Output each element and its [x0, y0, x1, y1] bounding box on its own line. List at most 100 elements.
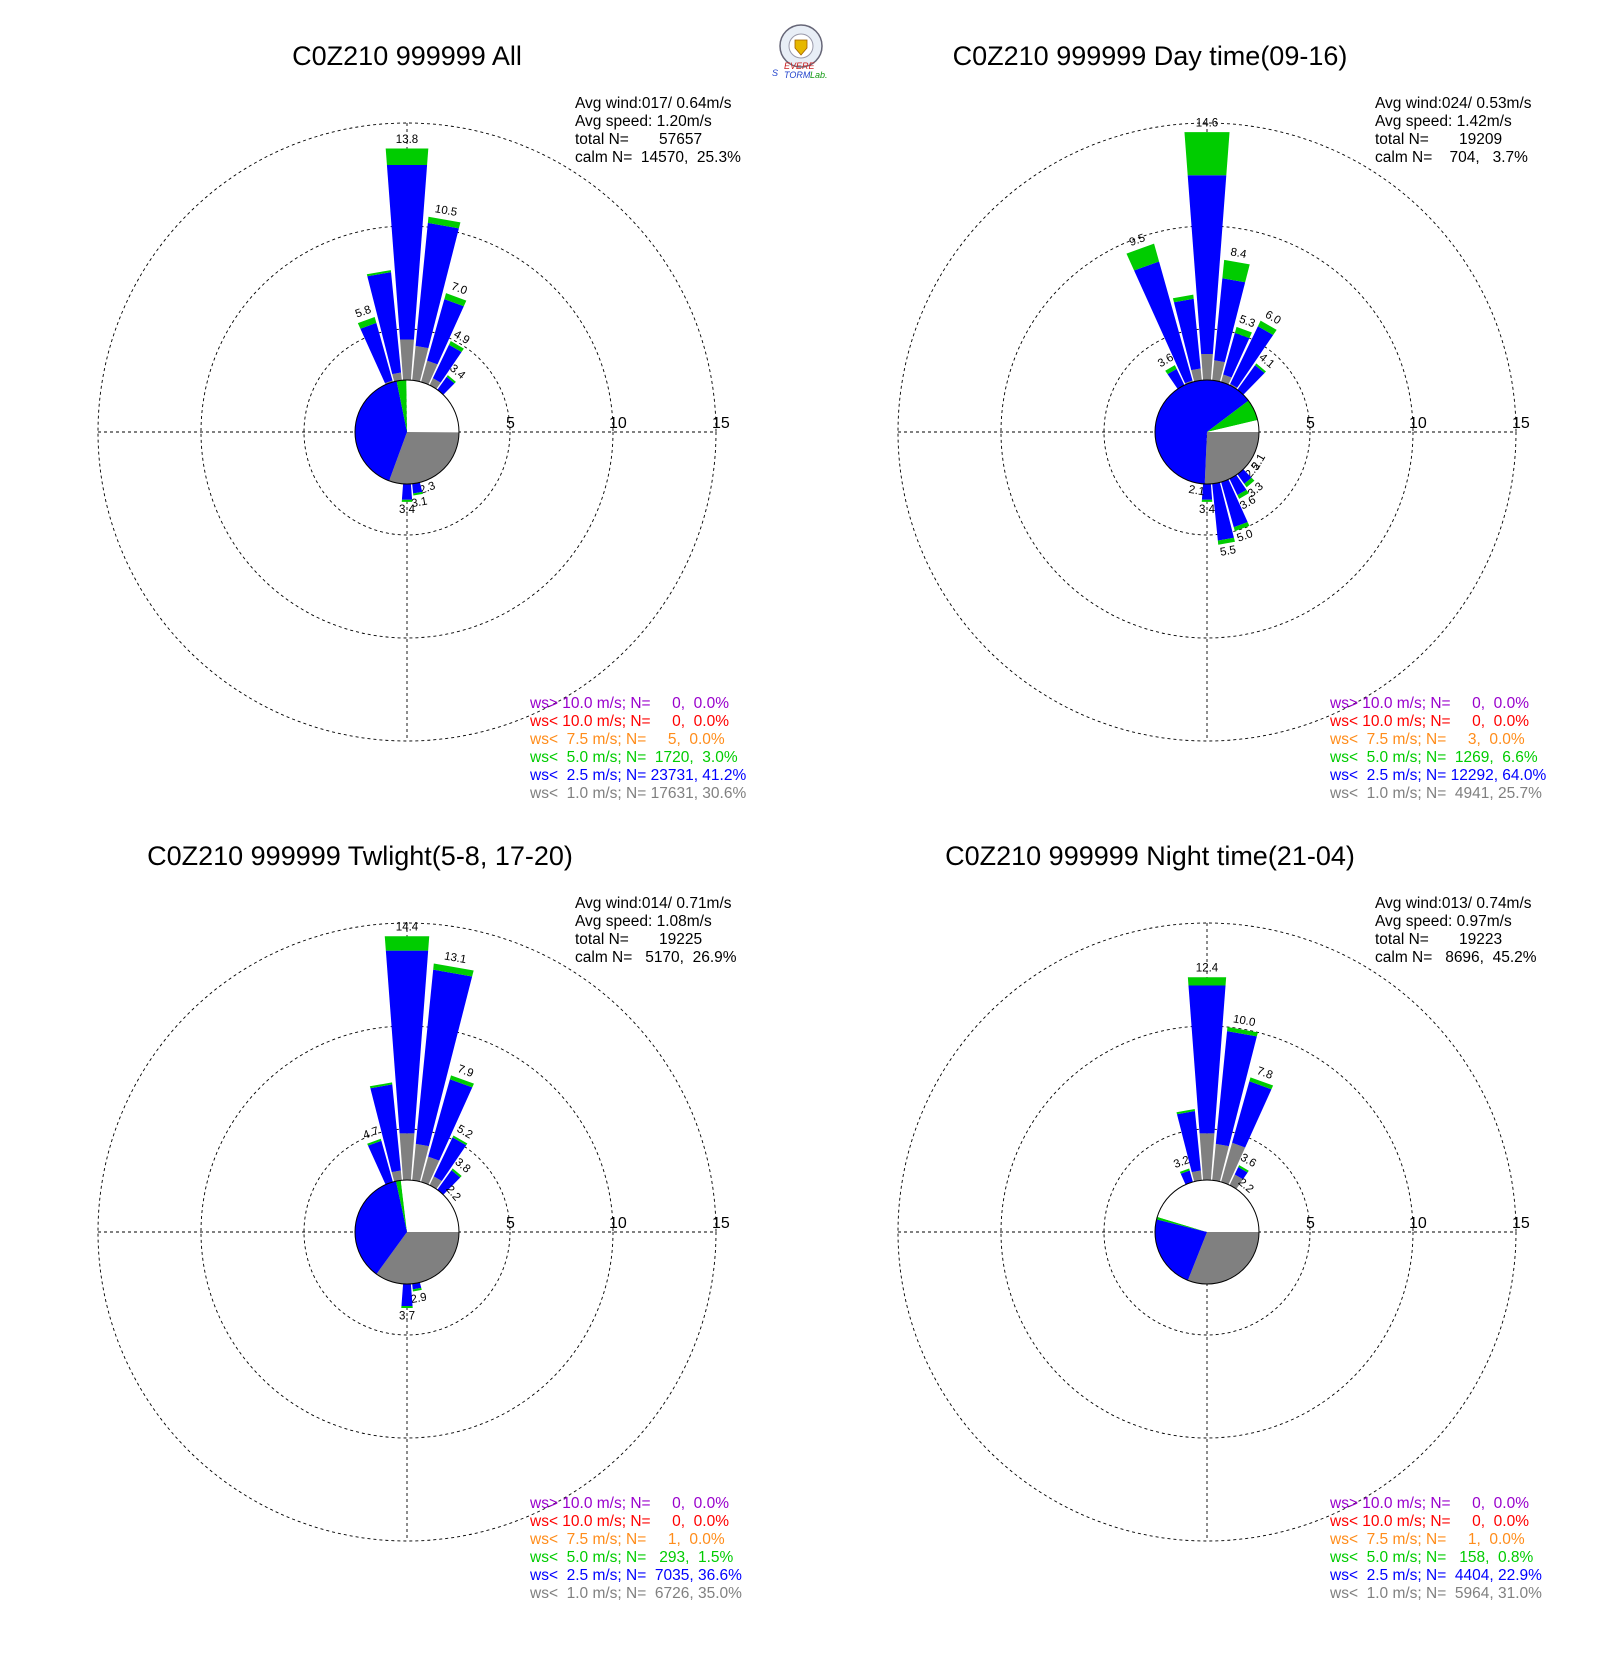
panel-title: C0Z210 999999 Twlight(5-8, 17-20) [147, 841, 573, 871]
calm-pie-slice-calm [1207, 420, 1259, 432]
bar-segment-lt1 [1211, 360, 1225, 384]
legend-entry-lt1: ws< 1.0 m/s; N= 5964, 31.0% [1329, 1585, 1542, 1602]
bar-segment-lt25 [433, 1137, 467, 1181]
bar-segment-lt5 [1222, 259, 1250, 283]
bar-segment-lt5 [449, 1075, 474, 1088]
stat-calm: calm N= 5170, 26.9% [575, 949, 737, 966]
bar-segment-lt25 [401, 1283, 413, 1306]
ring-10 [200, 225, 614, 639]
stat-calm: calm N= 8696, 45.2% [1375, 949, 1537, 966]
legend-entry-gt10: ws> 10.0 m/s; N= 0, 0.0% [529, 1495, 729, 1512]
bar-segment-lt5 [357, 316, 377, 329]
calm-pie-slice-lt25 [355, 1181, 407, 1275]
bar-segment-lt25 [1237, 365, 1265, 395]
bar-segment-lt5 [1237, 489, 1249, 499]
calm-pie-slice-lt5 [1207, 400, 1258, 432]
calm-pie-slice-lt25 [1155, 1219, 1207, 1281]
bar-segment-lt1 [1211, 1143, 1229, 1184]
stat-avg-speed: Avg speed: 1.08m/s [575, 913, 712, 930]
bar-segment-lt5 [1126, 243, 1160, 271]
stat-avg-wind: Avg wind:014/ 0.71m/s [575, 895, 732, 912]
bar-value-label: 7.9 [456, 1063, 475, 1080]
bar-segment-lt5 [1238, 1165, 1249, 1173]
bar-segment-lt1 [1199, 1133, 1215, 1183]
bar-value-label: 9.5 [1128, 232, 1147, 249]
ring-15 [897, 122, 1517, 742]
stat-avg-speed: Avg speed: 0.97m/s [1375, 913, 1512, 930]
bar-value-label: 14.4 [396, 921, 419, 933]
calm-pie [354, 1179, 460, 1285]
legend-entry-lt75: ws< 7.5 m/s; N= 1, 0.0% [529, 1531, 725, 1548]
bar-value-label: 13.1 [443, 951, 467, 967]
bar-segment-lt25 [415, 222, 459, 349]
bar-segment-lt5 [1176, 1109, 1195, 1115]
bar-segment-lt25 [1223, 332, 1250, 378]
legend-entry-lt1: ws< 1.0 m/s; N= 6726, 35.0% [529, 1585, 742, 1602]
wind-bars: 12.410.07.83.62.23.2 [1155, 963, 1274, 1284]
calm-pie-outline [354, 1179, 460, 1285]
stat-avg-speed: Avg speed: 1.20m/s [575, 113, 712, 130]
logo-text-lab: Lab. [810, 70, 828, 80]
legend-entry-lt1: ws< 1.0 m/s; N= 4941, 25.7% [1329, 785, 1542, 802]
legend-entry-gt10: ws> 10.0 m/s; N= 0, 0.0% [1329, 695, 1529, 712]
bar-segment-lt5 [433, 963, 474, 977]
bar-segment-lt25 [1167, 368, 1185, 390]
logo-text-evere: EVERE [784, 61, 816, 71]
bar-value-label: 14.6 [1196, 117, 1218, 129]
stat-avg-wind: Avg wind:017/ 0.64m/s [575, 95, 732, 112]
bar-segment-lt25 [1176, 1111, 1201, 1173]
ring-label: 15 [712, 1215, 730, 1232]
bar-segment-lt5 [1234, 326, 1252, 339]
legend-entry-lt10: ws< 10.0 m/s; N= 0, 0.0% [529, 1513, 729, 1530]
stat-total: total N= 19225 [575, 931, 702, 948]
bar-value-label: 5.5 [1219, 544, 1237, 559]
bar-value-label: 12.4 [1196, 963, 1219, 975]
bar-segment-lt5 [446, 375, 456, 384]
legend-entry-lt25: ws< 2.5 m/s; N= 7035, 36.6% [529, 1567, 742, 1584]
bar-segment-lt25 [1201, 483, 1213, 500]
bar-segment-lt25 [1229, 474, 1247, 496]
bar-segment-lt5 [1249, 1077, 1274, 1090]
bar-segment-lt25 [370, 1084, 401, 1173]
bar-value-label: 3.4 [399, 504, 416, 516]
ring-10 [1000, 1025, 1414, 1439]
bar-segment-lt1 [420, 1156, 440, 1187]
ring-label: 10 [609, 1215, 627, 1232]
bar-segment-lt5 [367, 1138, 382, 1146]
bar-segment-lt5 [444, 293, 467, 307]
calm-pie-outline [354, 379, 460, 485]
bar-value-label: 3.2 [1172, 1154, 1191, 1171]
calm-pie [1154, 1179, 1260, 1285]
stat-total: total N= 57657 [575, 131, 702, 148]
calm-pie-slice-calm [1157, 1179, 1259, 1232]
calm-pie-slice-lt1 [376, 1232, 459, 1285]
ring-15 [97, 122, 717, 742]
ring-label: 5 [1306, 415, 1315, 432]
bar-segment-lt25 [1230, 326, 1274, 388]
wind-bars: 14.68.45.3 6.04.12.12.53.33.65.05.53.42.1… [1126, 117, 1283, 559]
ring-10 [1000, 225, 1414, 639]
bar-segment-lt5 [385, 148, 429, 165]
legend-entry-lt10: ws< 10.0 m/s; N= 0, 0.0% [1329, 1513, 1529, 1530]
bar-segment-lt5 [1227, 1027, 1258, 1037]
speed-legend: ws> 10.0 m/s; N= 0, 0.0%ws< 10.0 m/s; N=… [1329, 1495, 1542, 1602]
bar-value-label: 3.7 [399, 1310, 415, 1322]
calm-pie-slice-lt1 [1204, 432, 1259, 484]
ring-label: 10 [1409, 1215, 1427, 1232]
ring-5 [1103, 328, 1311, 536]
bar-value-label: 13.8 [396, 134, 418, 146]
bar-segment-lt5 [448, 341, 464, 353]
ring-label: 15 [1512, 415, 1530, 432]
bar-segment-lt5 [1255, 363, 1266, 374]
bar-value-label: 5.3 [1237, 314, 1256, 331]
ring-label: 5 [506, 415, 515, 432]
bar-segment-lt5 [1217, 537, 1235, 545]
bar-segment-lt25 [437, 1170, 461, 1195]
stat-avg-speed: Avg speed: 1.42m/s [1375, 113, 1512, 130]
bar-value-label: 2.9 [410, 1291, 428, 1306]
bar-segment-lt25 [360, 322, 393, 384]
bar-segment-lt5 [452, 1135, 468, 1146]
